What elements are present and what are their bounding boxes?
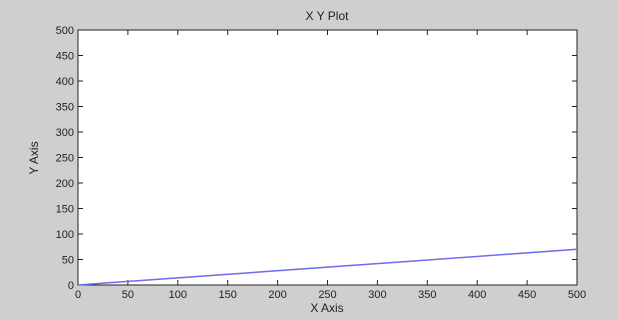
x-tick-label: 450 [518,289,536,301]
y-tick-label: 450 [56,51,74,63]
series-layer [77,248,578,286]
y-tick-label: 50 [62,255,74,267]
y-axis-title: Y Axis [27,141,41,174]
y-tick-label: 300 [56,127,74,139]
y-tick-label: 200 [56,178,74,190]
x-ticks: 0 50 100 150 200 250 300 350 400 450 500 [75,30,586,301]
y-tick-label: 500 [56,25,74,37]
y-tick-label: 150 [56,204,74,216]
x-tick-label: 350 [418,289,436,301]
x-tick-label: 300 [368,289,386,301]
y-tick-label: 0 [68,280,74,292]
chart-title: X Y Plot [306,9,350,23]
x-tick-label: 150 [219,289,237,301]
y-tick-label: 400 [56,76,74,88]
x-tick-label: 250 [318,289,336,301]
plot-area [77,29,578,286]
y-tick-label: 350 [56,102,74,114]
x-tick-label: 200 [268,289,286,301]
y-tick-label: 250 [56,153,74,165]
x-tick-label: 100 [169,289,187,301]
x-axis-title: X Axis [310,301,343,315]
x-tick-label: 0 [75,289,81,301]
x-tick-label: 500 [568,289,586,301]
x-tick-label: 50 [122,289,134,301]
y-tick-label: 100 [56,229,74,241]
y-ticks: 0 50 100 150 200 250 300 350 400 450 500 [56,25,577,292]
x-tick-label: 400 [468,289,486,301]
series-line [77,248,578,286]
